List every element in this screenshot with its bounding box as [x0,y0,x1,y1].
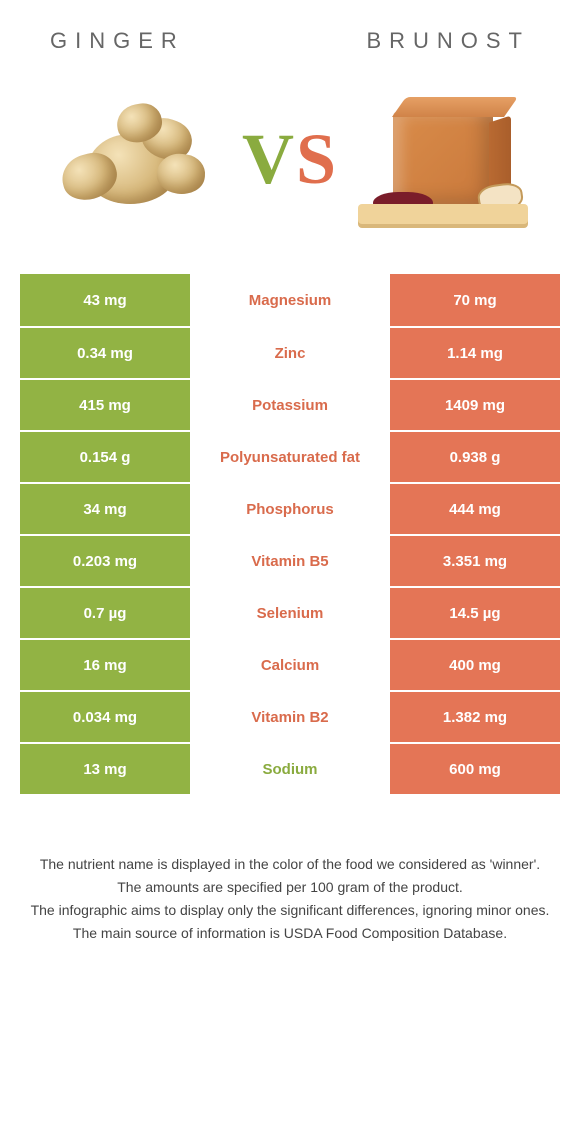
nutrient-label: Selenium [190,588,390,638]
table-row: 0.34 mgZinc1.14 mg [20,326,560,378]
nutrient-label: Phosphorus [190,484,390,534]
table-row: 0.154 gPolyunsaturated fat0.938 g [20,430,560,482]
left-food-title: GINGER [50,28,185,54]
nutrient-label: Polyunsaturated fat [190,432,390,482]
right-value: 3.351 mg [390,536,560,586]
left-value: 0.154 g [20,432,190,482]
footer-notes: The nutrient name is displayed in the co… [30,854,550,944]
nutrient-label: Vitamin B2 [190,692,390,742]
left-value: 16 mg [20,640,190,690]
footer-line: The main source of information is USDA F… [30,923,550,944]
vs-label: VS [242,118,338,201]
nutrient-table: 43 mgMagnesium70 mg0.34 mgZinc1.14 mg415… [20,274,560,794]
left-value: 0.203 mg [20,536,190,586]
footer-line: The amounts are specified per 100 gram o… [30,877,550,898]
left-value: 13 mg [20,744,190,794]
footer-line: The infographic aims to display only the… [30,900,550,921]
left-value: 0.034 mg [20,692,190,742]
vs-s: S [296,119,338,199]
left-value: 0.34 mg [20,328,190,378]
brunost-image [358,74,528,244]
nutrient-label: Vitamin B5 [190,536,390,586]
left-value: 34 mg [20,484,190,534]
right-value: 600 mg [390,744,560,794]
left-value: 415 mg [20,380,190,430]
table-row: 13 mgSodium600 mg [20,742,560,794]
right-value: 1.14 mg [390,328,560,378]
left-value: 43 mg [20,274,190,326]
header-titles: GINGER BRUNOST [0,0,580,64]
right-value: 1409 mg [390,380,560,430]
nutrient-label: Magnesium [190,274,390,326]
table-row: 0.203 mgVitamin B53.351 mg [20,534,560,586]
table-row: 34 mgPhosphorus444 mg [20,482,560,534]
left-value: 0.7 µg [20,588,190,638]
nutrient-label: Calcium [190,640,390,690]
right-value: 14.5 µg [390,588,560,638]
right-food-title: BRUNOST [366,28,530,54]
right-value: 400 mg [390,640,560,690]
nutrient-label: Potassium [190,380,390,430]
right-value: 1.382 mg [390,692,560,742]
nutrient-label: Zinc [190,328,390,378]
right-value: 444 mg [390,484,560,534]
table-row: 43 mgMagnesium70 mg [20,274,560,326]
table-row: 0.034 mgVitamin B21.382 mg [20,690,560,742]
hero-row: VS [0,64,580,274]
table-row: 16 mgCalcium400 mg [20,638,560,690]
nutrient-label: Sodium [190,744,390,794]
right-value: 70 mg [390,274,560,326]
vs-v: V [242,119,296,199]
table-row: 415 mgPotassium1409 mg [20,378,560,430]
right-value: 0.938 g [390,432,560,482]
table-row: 0.7 µgSelenium14.5 µg [20,586,560,638]
footer-line: The nutrient name is displayed in the co… [30,854,550,875]
ginger-image [52,74,222,244]
